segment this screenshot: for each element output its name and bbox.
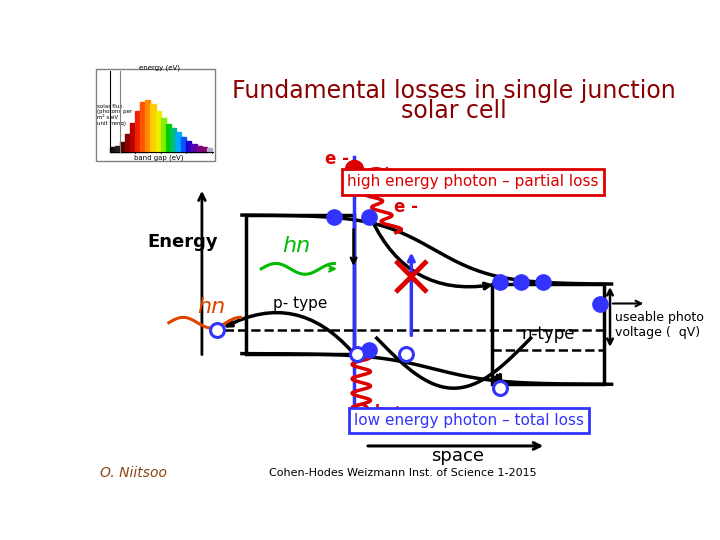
Bar — [246, 215, 354, 354]
Text: high energy photon – partial loss: high energy photon – partial loss — [347, 174, 599, 190]
Bar — [207, 147, 212, 152]
Text: Energy: Energy — [148, 233, 218, 251]
Bar — [161, 118, 166, 152]
Bar — [171, 128, 176, 152]
Bar — [156, 111, 161, 152]
Bar — [202, 147, 207, 152]
Bar — [166, 124, 171, 152]
Bar — [114, 146, 120, 152]
Text: hn: hn — [197, 298, 225, 318]
Bar — [181, 137, 186, 152]
Bar — [130, 123, 135, 152]
Bar — [492, 284, 604, 384]
Bar — [140, 102, 145, 152]
Text: h +: h + — [375, 404, 404, 419]
Bar — [135, 111, 140, 152]
Text: band gap (eV): band gap (eV) — [135, 154, 184, 161]
Text: low energy photon – total loss: low energy photon – total loss — [354, 413, 584, 428]
Bar — [96, 69, 215, 161]
Bar — [125, 134, 130, 152]
Bar — [192, 144, 197, 152]
Text: p- type: p- type — [272, 296, 327, 311]
Text: O. Niitsoo: O. Niitsoo — [99, 466, 166, 480]
Text: space: space — [431, 447, 484, 465]
Bar — [120, 141, 125, 152]
Text: e -: e - — [325, 150, 348, 168]
Bar — [186, 141, 192, 152]
Text: useable photo: useable photo — [616, 311, 704, 324]
Text: solar flux
(photons per
m² s eV
unit frenq): solar flux (photons per m² s eV unit fre… — [97, 104, 132, 126]
Bar — [197, 146, 202, 152]
Bar — [109, 147, 114, 152]
Text: solar cell: solar cell — [401, 99, 507, 124]
Text: e -: e - — [394, 198, 418, 216]
Bar — [176, 132, 181, 152]
Bar — [150, 104, 156, 152]
Text: energy (eV): energy (eV) — [139, 64, 180, 71]
Text: Cohen-Hodes Weizmann Inst. of Science 1-2015: Cohen-Hodes Weizmann Inst. of Science 1-… — [269, 468, 536, 478]
Text: hn: hn — [282, 236, 310, 256]
Text: Fundamental losses in single junction: Fundamental losses in single junction — [232, 79, 675, 103]
Text: voltage (  qV): voltage ( qV) — [616, 326, 701, 339]
Text: n-type: n-type — [521, 325, 575, 343]
Bar — [145, 100, 150, 152]
